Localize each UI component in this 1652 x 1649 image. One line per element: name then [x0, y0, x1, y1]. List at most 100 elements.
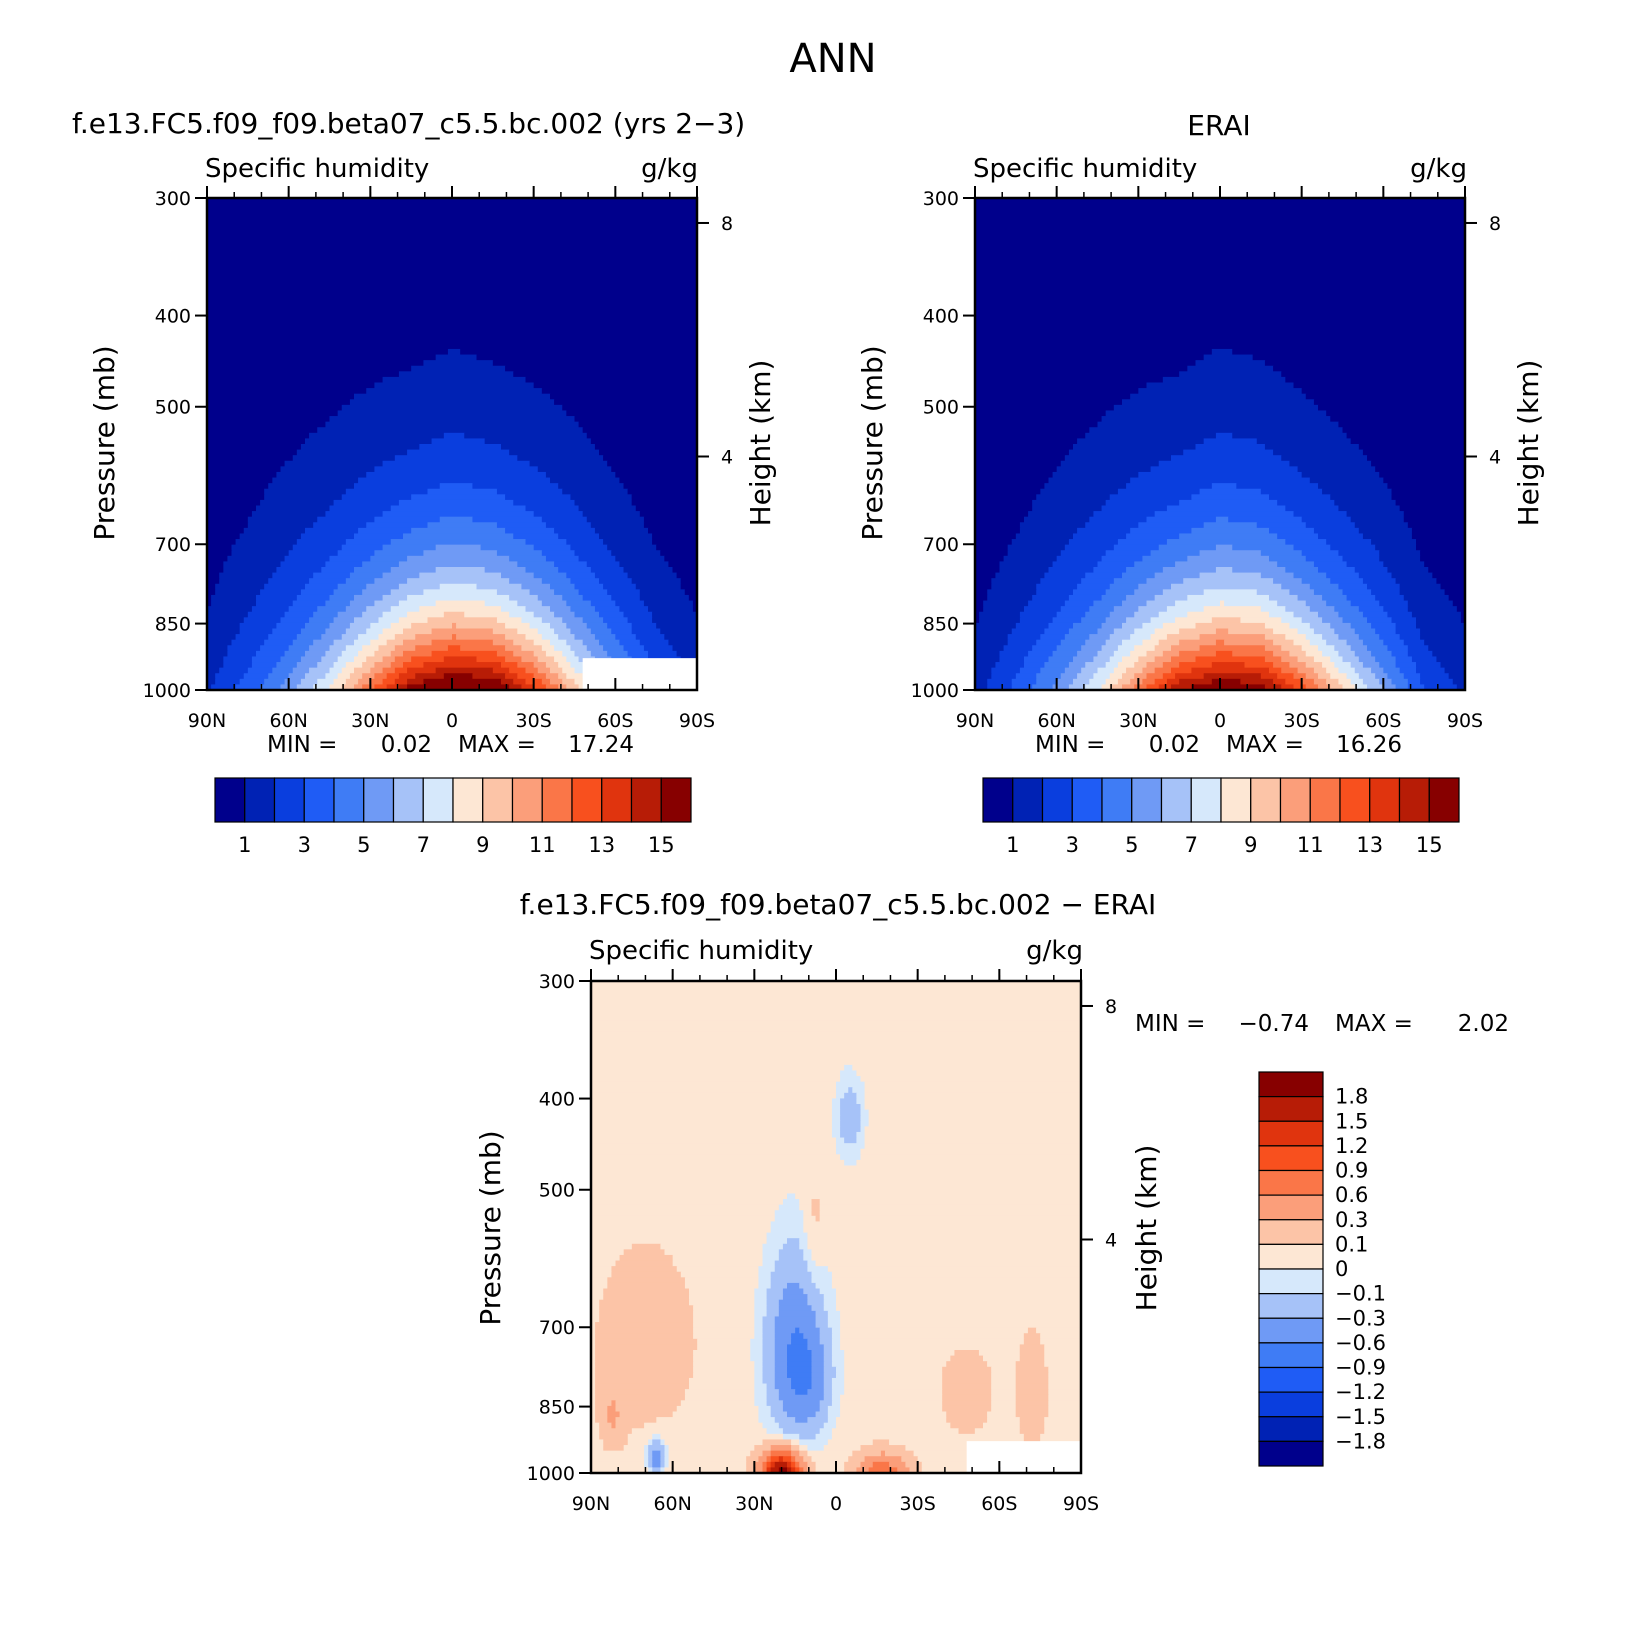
contour-fill-cell — [991, 1389, 1017, 1396]
contour-fill-cell — [975, 209, 1466, 216]
contour-fill-cell — [591, 1171, 1082, 1178]
contour-fill-cell — [619, 477, 698, 484]
contour-fill-cell — [1175, 673, 1205, 680]
contour-fill-cell — [676, 650, 698, 658]
contour-fill-cell — [1048, 622, 1074, 630]
contour-fill-cell — [648, 1439, 653, 1446]
contour-fill-cell — [819, 1327, 833, 1334]
contour-fill-cell — [672, 1254, 764, 1262]
contour-fill-cell — [484, 438, 592, 445]
contour-fill-cell — [1101, 505, 1168, 512]
contour-fill-cell — [591, 1254, 621, 1262]
contour-fill-cell — [1391, 650, 1409, 658]
contour-fill-cell — [521, 617, 543, 624]
contour-fill-cell — [513, 533, 559, 540]
contour-fill-cell — [1077, 438, 1205, 445]
colorbar-box — [1258, 1268, 1324, 1295]
contour-fill-cell — [591, 1243, 633, 1250]
contour-fill-cell — [1126, 594, 1156, 602]
contour-fill-cell — [1407, 684, 1425, 691]
contour-fill-cell — [599, 1305, 694, 1312]
contour-fill-cell — [215, 673, 245, 680]
contour-fill-cell — [207, 242, 698, 249]
contour-fill-cell — [1342, 617, 1368, 624]
panel-obs: ERAI Specific humidity g/kg 90N 60N 30N 0 30… — [856, 109, 1545, 857]
contour-fill-cell — [591, 1131, 833, 1139]
contour-fill-cell — [345, 645, 363, 652]
contour-fill-cell — [207, 360, 425, 367]
contour-fill-cell — [1179, 628, 1217, 635]
contour-fill-cell — [1411, 656, 1438, 663]
contour-fill-cell — [643, 600, 694, 607]
contour-fill-cell — [754, 1383, 768, 1390]
contour-fill-cell — [443, 432, 465, 440]
colorbar-box — [1101, 777, 1133, 823]
contour-fill-cell — [272, 572, 314, 579]
contour-fill-cell — [823, 1377, 833, 1385]
contour-fill-cell — [860, 1461, 874, 1469]
contour-fill-cell — [374, 466, 539, 473]
contour-fill-cell — [766, 1305, 780, 1312]
contour-fill-cell — [1244, 662, 1274, 669]
contour-fill-cell — [591, 997, 1082, 1004]
contour-fill-cell — [791, 1439, 800, 1446]
contour-fill-cell — [591, 1288, 604, 1295]
contour-fill-cell — [652, 1461, 662, 1469]
contour-fill-cell — [603, 455, 698, 462]
contour-fill-cell — [591, 1305, 600, 1312]
contour-fill-cell — [394, 645, 416, 652]
contour-fill-cell — [1285, 606, 1311, 613]
contour-fill-cell — [1387, 645, 1409, 652]
colorbar-box — [1258, 1317, 1324, 1344]
contour-fill-cell — [611, 466, 698, 473]
contour-fill-cell — [207, 253, 698, 261]
contour-fill-cell — [595, 1377, 690, 1385]
contour-fill-cell — [648, 1445, 666, 1452]
contour-fill-cell — [390, 567, 437, 574]
contour-fill-cell — [1105, 639, 1123, 646]
contour-fill-cell — [1130, 477, 1311, 484]
contour-fill-cell — [341, 544, 384, 551]
contour-fill-cell — [975, 248, 1466, 255]
y-tick-label: 1000 — [527, 1463, 575, 1485]
contour-fill-cell — [207, 225, 698, 233]
contour-fill-cell — [611, 1400, 617, 1407]
contour-fill-cell — [1260, 550, 1303, 557]
y2-tick-label: 8 — [1105, 996, 1117, 1018]
contour-fill-cell — [864, 1131, 1082, 1139]
contour-fill-cell — [207, 438, 306, 445]
contour-fill-cell — [591, 1461, 645, 1469]
contour-fill-cell — [325, 628, 347, 635]
contour-fill-cell — [799, 1238, 809, 1245]
contour-fill-cell — [1011, 539, 1070, 546]
contour-fill-cell — [1142, 555, 1188, 563]
contour-fill-cell — [975, 678, 988, 686]
contour-fill-cell — [554, 611, 576, 618]
missing-data-region — [966, 1441, 1081, 1473]
contour-fill-cell — [227, 645, 261, 652]
contour-fill-cell — [288, 645, 310, 652]
contour-fill-cell — [521, 684, 535, 691]
contour-fill-cell — [354, 533, 404, 540]
contour-fill-cell — [795, 1193, 1082, 1200]
contour-fill-cell — [827, 1411, 841, 1418]
contour-fill-cell — [354, 483, 441, 490]
panel-model-pressure-label: Pressure (mb) — [88, 345, 121, 540]
contour-fill-cell — [268, 483, 355, 490]
contour-fill-cell — [975, 393, 1131, 400]
contour-fill-cell — [778, 1456, 784, 1463]
contour-fill-cell — [615, 634, 637, 641]
contour-fill-cell — [1281, 667, 1299, 674]
contour-fill-cell — [300, 656, 322, 663]
y-tick-label: 1000 — [143, 680, 191, 702]
contour-fill-cell — [1195, 656, 1266, 663]
contour-fill-cell — [207, 567, 224, 574]
contour-fill-cell — [652, 1439, 662, 1446]
contour-fill-cell — [509, 684, 523, 691]
contour-fill-cell — [750, 1450, 764, 1457]
contour-fill-cell — [1015, 1372, 1049, 1379]
contour-fill-cell — [615, 1400, 682, 1407]
contour-fill-cell — [1052, 650, 1078, 658]
contour-fill-cell — [525, 505, 580, 512]
contour-fill-cell — [435, 544, 482, 551]
